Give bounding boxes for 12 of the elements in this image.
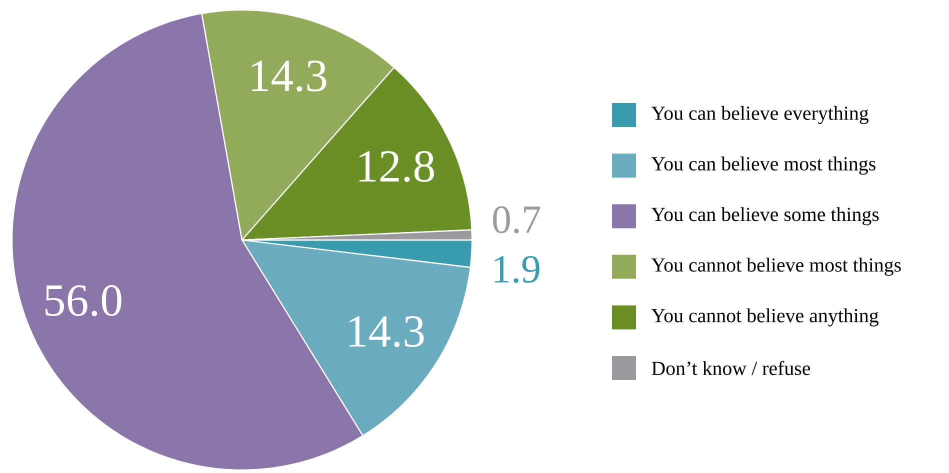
data-label: 0.7 [493,206,540,234]
legend-label: You cannot believe anything [651,308,878,326]
data-label: 14.3 [252,60,326,92]
legend-label: You can believe most things [651,156,876,175]
data-label: 1.9 [494,256,540,283]
data-label: 56.0 [46,285,122,316]
legend-label: You can believe everything [651,106,868,124]
data-label: 12.8 [359,150,434,182]
legend-label: You can believe some things [651,207,879,226]
legend-label: Don’t know / refuse [652,360,810,376]
data-label: 14.3 [349,316,424,348]
legend-label: You cannot believe most things [651,258,901,276]
